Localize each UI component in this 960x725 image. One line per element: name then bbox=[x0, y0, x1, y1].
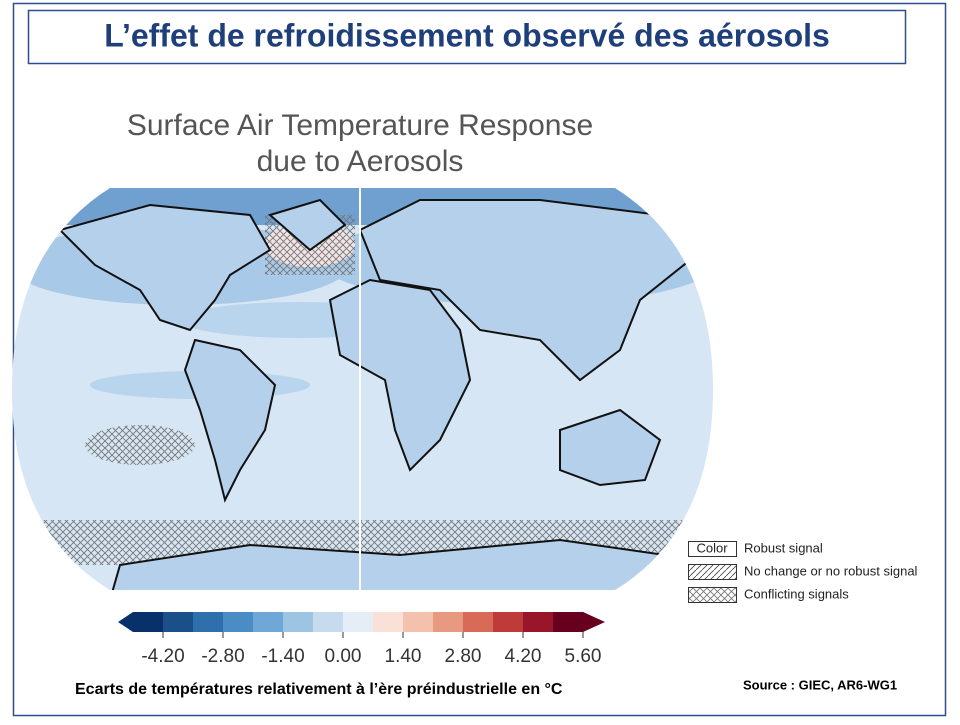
colorbar-tick-label: 2.80 bbox=[445, 646, 482, 667]
colorbar-segment bbox=[163, 612, 194, 632]
colorbar: -4.20 -2.80 -1.40 0.00 1.40 2.80 4.20 5.60 bbox=[118, 612, 605, 667]
legend-key bbox=[688, 564, 737, 580]
colorbar-segment bbox=[493, 612, 524, 632]
title-box bbox=[27, 9, 907, 65]
legend-label: Conflicting signals bbox=[744, 586, 849, 601]
legend: Color Robust signal No change or no robu… bbox=[688, 540, 918, 603]
colorbar-tick-label: -1.40 bbox=[261, 646, 304, 667]
colorbar-segment bbox=[553, 612, 584, 632]
slide-title: L’effet de refroidissement observé des a… bbox=[104, 17, 830, 53]
colorbar-segment bbox=[463, 612, 494, 632]
legend-label: No change or no robust signal bbox=[744, 563, 918, 578]
source: Source : GIEC, AR6-WG1 bbox=[743, 677, 897, 692]
map-title: Surface Air Temperature Response bbox=[127, 109, 593, 142]
colorbar-tick-label: -2.80 bbox=[201, 646, 244, 667]
map bbox=[12, 188, 713, 590]
colorbar-tick-label: -4.20 bbox=[141, 646, 184, 667]
colorbar-segment bbox=[313, 612, 344, 632]
continents bbox=[58, 198, 701, 590]
colorbar-segment bbox=[133, 612, 164, 632]
caption: Ecarts de températures relativement à l’… bbox=[75, 681, 563, 698]
colorbar-segment bbox=[223, 612, 254, 632]
colorbar-segment bbox=[193, 612, 224, 632]
map-title: due to Aerosols bbox=[257, 145, 464, 178]
legend-key bbox=[688, 587, 737, 603]
colorbar-segment bbox=[343, 612, 374, 632]
colorbar-segment bbox=[433, 612, 464, 632]
colorbar-tick-label: 5.60 bbox=[565, 646, 602, 667]
legend-label: Robust signal bbox=[744, 540, 823, 555]
colorbar-segment bbox=[373, 612, 404, 632]
colorbar-segment bbox=[283, 612, 314, 632]
colorbar-tick-label: 1.40 bbox=[385, 646, 422, 667]
colorbar-segment bbox=[403, 612, 434, 632]
legend-key bbox=[688, 541, 737, 557]
conflict-hatch bbox=[85, 425, 195, 465]
colorbar-tick-label: 4.20 bbox=[505, 646, 542, 667]
legend-key-label: Color bbox=[696, 540, 728, 555]
colorbar-arrow bbox=[583, 612, 605, 632]
colorbar-segment bbox=[523, 612, 554, 632]
colorbar-arrow bbox=[118, 612, 133, 632]
colorbar-tick-label: 0.00 bbox=[325, 646, 362, 667]
colorbar-segment bbox=[253, 612, 284, 632]
